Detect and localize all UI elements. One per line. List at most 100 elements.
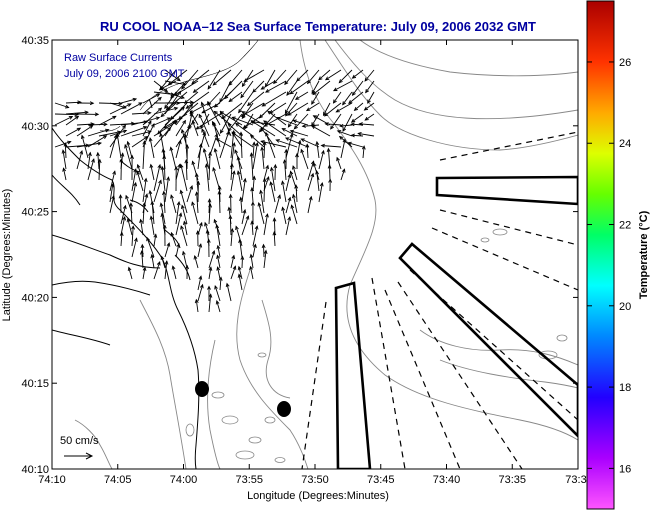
current-vector xyxy=(137,164,144,181)
current-vector xyxy=(263,165,269,181)
current-vector xyxy=(164,177,169,203)
current-vector-head xyxy=(261,243,266,249)
current-vector-head xyxy=(118,101,123,106)
current-vector-head xyxy=(252,141,256,146)
current-vector-head xyxy=(320,143,325,148)
current-vector-head xyxy=(204,163,209,168)
current-vector xyxy=(232,116,254,126)
current-vector xyxy=(142,141,145,170)
current-vector-head xyxy=(163,124,168,129)
colorbar-tick-label: 22 xyxy=(619,220,631,232)
current-vector-head xyxy=(213,110,218,115)
current-vector xyxy=(170,147,177,170)
current-vector xyxy=(295,91,309,100)
current-vector xyxy=(316,171,320,192)
current-vector-head xyxy=(120,152,125,157)
current-vector xyxy=(193,80,210,93)
current-vector xyxy=(307,69,320,84)
current-vector xyxy=(227,123,243,137)
current-vector xyxy=(215,138,232,148)
current-vector-head xyxy=(350,133,355,138)
current-vector-head xyxy=(350,118,356,123)
current-vector xyxy=(153,234,157,247)
current-vector-head xyxy=(231,170,236,175)
current-vector-head xyxy=(171,265,176,270)
current-vector-head xyxy=(338,79,343,84)
current-vector xyxy=(348,91,364,104)
current-vector xyxy=(240,132,243,159)
currents-annotation-line2: July 09, 2006 2100 GMT xyxy=(64,68,185,80)
current-vector-head xyxy=(259,189,263,195)
current-vector xyxy=(153,107,178,115)
current-vector xyxy=(208,294,212,313)
current-vector xyxy=(285,91,298,114)
current-vector-head xyxy=(281,206,286,211)
current-vector-head xyxy=(148,137,153,142)
current-vector-head xyxy=(228,98,233,103)
current-vector-head xyxy=(319,181,324,187)
current-vector xyxy=(181,205,188,225)
current-vector-head xyxy=(207,85,212,90)
current-vector-head xyxy=(361,145,366,150)
highlighted-regions xyxy=(334,175,578,469)
current-vector-head xyxy=(205,229,210,234)
current-vector-head xyxy=(217,185,222,190)
current-vector xyxy=(186,185,193,203)
current-vector-head xyxy=(348,100,353,105)
current-vector-head xyxy=(189,112,194,117)
current-vector-head xyxy=(204,221,208,227)
current-vector-head xyxy=(185,264,190,270)
current-vector-head xyxy=(273,163,278,169)
current-vector xyxy=(208,250,215,269)
current-vector xyxy=(273,218,276,236)
current-vector-head xyxy=(150,200,155,206)
current-vector-head xyxy=(148,189,153,195)
current-vector-head xyxy=(305,107,311,112)
x-tick-label: 73:55 xyxy=(235,474,263,486)
current-vector xyxy=(128,267,133,280)
current-vector xyxy=(98,115,117,126)
current-vector xyxy=(213,111,232,126)
current-vector xyxy=(250,153,254,181)
current-vector xyxy=(207,69,221,90)
current-vector xyxy=(336,102,353,113)
current-vector-head xyxy=(122,129,128,134)
current-vector xyxy=(247,91,265,106)
current-vector xyxy=(175,213,182,236)
current-vector xyxy=(340,169,345,181)
current-vector-head xyxy=(91,158,95,163)
current-vector-head xyxy=(232,141,236,147)
current-vector-head xyxy=(180,225,184,230)
current-vector xyxy=(265,80,287,93)
current-vector xyxy=(237,156,243,181)
current-vector xyxy=(241,256,243,269)
current-vector-head xyxy=(125,194,129,200)
y-axis-ticks: 40:35 40:30 40:25 40:20 40:15 40:10 xyxy=(21,35,578,476)
current-vector-head xyxy=(170,194,174,199)
current-vector xyxy=(216,255,221,269)
current-vector-head xyxy=(289,129,295,134)
current-vector xyxy=(160,133,166,159)
current-vector-head xyxy=(149,215,154,220)
current-vector-head xyxy=(254,141,259,147)
current-vector-head xyxy=(208,203,213,208)
bathymetry-blobs xyxy=(185,228,568,463)
current-vector xyxy=(226,283,232,302)
current-vector-head xyxy=(300,148,305,154)
current-vector-head xyxy=(211,249,216,255)
current-vector-head xyxy=(265,88,270,93)
current-vector-head xyxy=(166,176,171,181)
current-vector xyxy=(109,130,127,137)
current-vector-head xyxy=(275,139,280,143)
current-vector-head xyxy=(143,136,149,140)
current-vector-head xyxy=(189,103,194,108)
current-vector-head xyxy=(140,243,145,249)
current-vector xyxy=(175,125,191,148)
current-vector-head xyxy=(185,104,190,109)
current-vector-head xyxy=(231,254,236,260)
current-vector-head xyxy=(301,124,306,128)
current-vector xyxy=(270,167,276,192)
current-vector xyxy=(161,256,166,269)
current-vector-head xyxy=(119,231,124,236)
current-vector xyxy=(324,102,342,117)
